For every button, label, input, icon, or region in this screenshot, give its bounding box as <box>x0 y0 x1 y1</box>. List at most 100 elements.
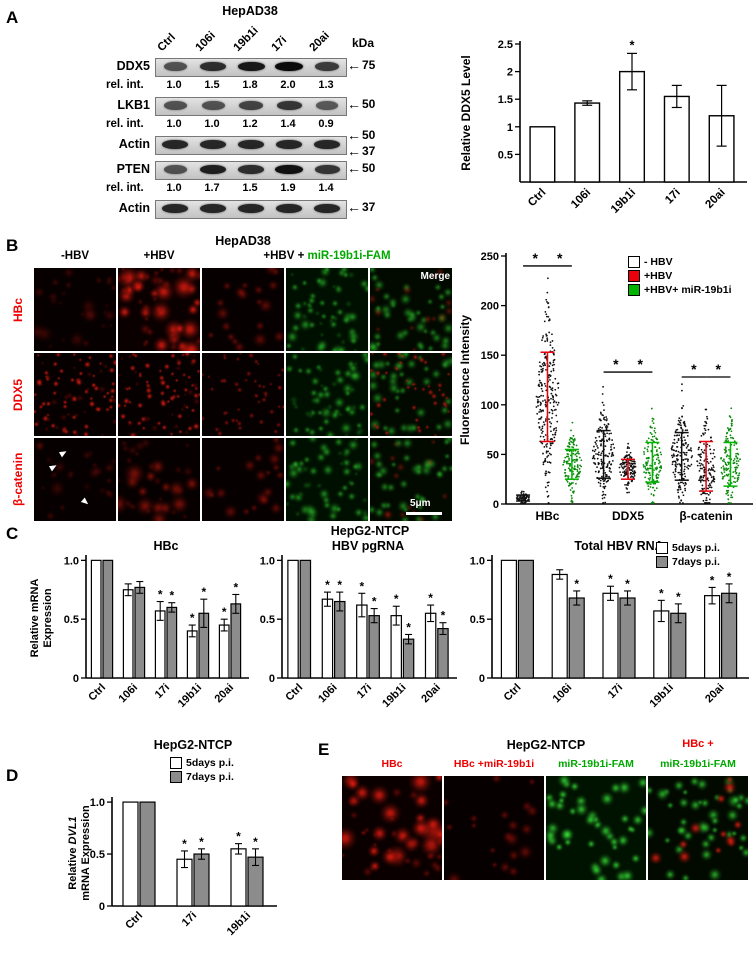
e-col-label-merge: miR-19b1i-FAM <box>660 758 736 770</box>
blot-band <box>238 204 264 213</box>
kda-marker: ← 50 <box>347 161 376 175</box>
relative-ddx5-level-chart: 0.5 1 1.5 2 2.5 Ctrl 106i * 19b1i 17i 20ai Relative… <box>459 37 747 216</box>
kda-value: 50 <box>362 128 376 142</box>
panel-a-title: HepAD38 <box>222 4 278 18</box>
panel-d-label: D <box>6 766 19 785</box>
svg-text:1: 1 <box>507 122 513 134</box>
blot-strip-lkb1-1 <box>155 97 347 116</box>
rel-int-value: 1.0 <box>204 118 220 130</box>
svg-text:HBV pgRNA: HBV pgRNA <box>332 539 404 553</box>
rel-int-value: 1.4 <box>318 182 334 194</box>
legend-item: 7days p.i. <box>170 771 234 783</box>
protein-label: Actin <box>118 137 150 151</box>
svg-text:0: 0 <box>269 673 275 685</box>
blot-band <box>238 140 264 149</box>
rel-int-value: 1.9 <box>280 182 296 194</box>
blot-strip-ddx5-0 <box>155 58 347 77</box>
fluorescence-image-hbc-mir-red <box>202 268 284 351</box>
svg-text:HBc: HBc <box>153 539 178 553</box>
blot-band <box>238 165 264 174</box>
legend-swatch <box>170 757 182 769</box>
svg-text:*: * <box>169 589 174 603</box>
panel-c-legend: 5days p.i. 7days p.i. <box>656 542 720 570</box>
legend-label: +HBV+ miR-19b1i <box>644 284 732 296</box>
svg-text:*: * <box>222 605 227 619</box>
merge-label: Merge <box>420 271 450 282</box>
fluorescence-image-bcatenin-mir-fam <box>286 438 368 521</box>
rel-int-value: 2.0 <box>280 79 296 91</box>
col-header-minus-hbv: -HBV <box>60 250 90 262</box>
rel-int-value: 0.9 <box>318 118 334 130</box>
svg-text:0.5: 0.5 <box>260 614 275 626</box>
legend-label: +HBV <box>644 270 673 282</box>
rel-int-value: 1.3 <box>318 79 334 91</box>
svg-text:*: * <box>360 579 365 593</box>
svg-text:1.0: 1.0 <box>64 555 79 567</box>
legend-label: 5days p.i. <box>186 757 234 769</box>
svg-text:17i: 17i <box>663 187 683 207</box>
svg-text:1.0: 1.0 <box>90 797 105 809</box>
svg-text:Ctrl: Ctrl <box>86 682 108 704</box>
panel-b-title: HepAD38 <box>215 234 271 248</box>
legend-label: 7days p.i. <box>186 771 234 783</box>
svg-text:17i: 17i <box>355 682 374 701</box>
svg-text:*: * <box>190 611 195 625</box>
rel-int-value: 1.0 <box>166 118 182 130</box>
e-header-hbc-plus: HBc + <box>682 738 714 750</box>
svg-text:*: * <box>406 620 411 634</box>
panel-a-label: A <box>6 8 19 27</box>
rel-int-label: rel. int. <box>106 79 144 91</box>
svg-text:19b1i: 19b1i <box>380 682 408 710</box>
kda-value: 50 <box>362 97 376 111</box>
rel-int-value: 1.7 <box>204 182 220 194</box>
fluorescence-image-ddx5-mir-merge <box>370 353 452 436</box>
rel-int-value: 1.5 <box>242 182 258 194</box>
col-header-plus-hbv: +HBV <box>143 250 175 262</box>
blot-strip-actin-4 <box>155 200 347 219</box>
svg-text:0.5: 0.5 <box>64 614 79 626</box>
fluorescence-image-hbc <box>342 776 442 880</box>
svg-text:2.5: 2.5 <box>498 39 513 51</box>
fluorescence-image-ddx5-mir-fam <box>286 353 368 436</box>
svg-text:19b1i: 19b1i <box>225 910 253 938</box>
protein-label: PTEN <box>116 162 150 176</box>
svg-text:0: 0 <box>493 499 499 511</box>
svg-text:Fluorescence Intensity: Fluorescence Intensity <box>458 315 472 445</box>
dvl1-mrna-chart: 0 0.5 1.0 Ctrl * * 17i * * 19b1i Relative DVL1 mRNA… <box>67 797 277 938</box>
blot-band <box>314 140 340 149</box>
kda-value: 37 <box>362 200 376 214</box>
kda-value: 75 <box>362 58 376 72</box>
svg-text:106i: 106i <box>316 682 340 706</box>
western-blot-area: Ctrl 106i 19b1i 17i 20ai DDX5 ← 75 rel. int. 1.0 1… <box>0 0 450 240</box>
fluorescence-image-bcatenin-plus-hbv <box>118 438 200 521</box>
blot-band <box>276 140 302 149</box>
svg-text:*: * <box>253 835 258 849</box>
svg-text:1.0: 1.0 <box>470 555 485 567</box>
blot-strip-pten-3 <box>155 161 347 180</box>
panel-d-legend: 5days p.i. 7days p.i. <box>170 757 234 785</box>
microscopy-grid-e <box>342 776 748 880</box>
panel-c-title: HepG2-NTCP <box>330 524 410 538</box>
svg-text:106i: 106i <box>569 187 593 211</box>
svg-text:Ctrl: Ctrl <box>502 682 524 704</box>
svg-text:1.5: 1.5 <box>498 94 513 106</box>
total-hbv-rna-chart: 0 0.5 1.0 Total HBV RNA Ctrl * 106i * * 17i * * 19b1… <box>470 539 749 710</box>
svg-text:DDX5: DDX5 <box>612 509 644 523</box>
svg-text:*: * <box>428 591 433 605</box>
rel-int-value: 1.0 <box>166 79 182 91</box>
microscopy-grid-b <box>34 268 452 521</box>
fluorescence-image-bcatenin-minus-hbv <box>34 438 116 521</box>
svg-text:Expression: Expression <box>42 588 54 648</box>
protein-label: LKB1 <box>117 98 150 112</box>
kda-value: 50 <box>362 161 376 175</box>
blot-band <box>163 165 187 174</box>
svg-text:*: * <box>716 361 722 377</box>
legend-item: +HBV+ miR-19b1i <box>628 284 732 296</box>
blot-band <box>199 165 227 174</box>
fluorescence-image-ddx5-mir-red <box>202 353 284 436</box>
svg-text:Relative DVL1: Relative DVL1 <box>67 816 79 889</box>
left-arrow-icon: ← <box>347 143 361 159</box>
rel-int-value: 1.2 <box>242 118 258 130</box>
kda-marker: ← 50 <box>347 97 376 111</box>
legend-label: 5days p.i. <box>672 542 720 554</box>
